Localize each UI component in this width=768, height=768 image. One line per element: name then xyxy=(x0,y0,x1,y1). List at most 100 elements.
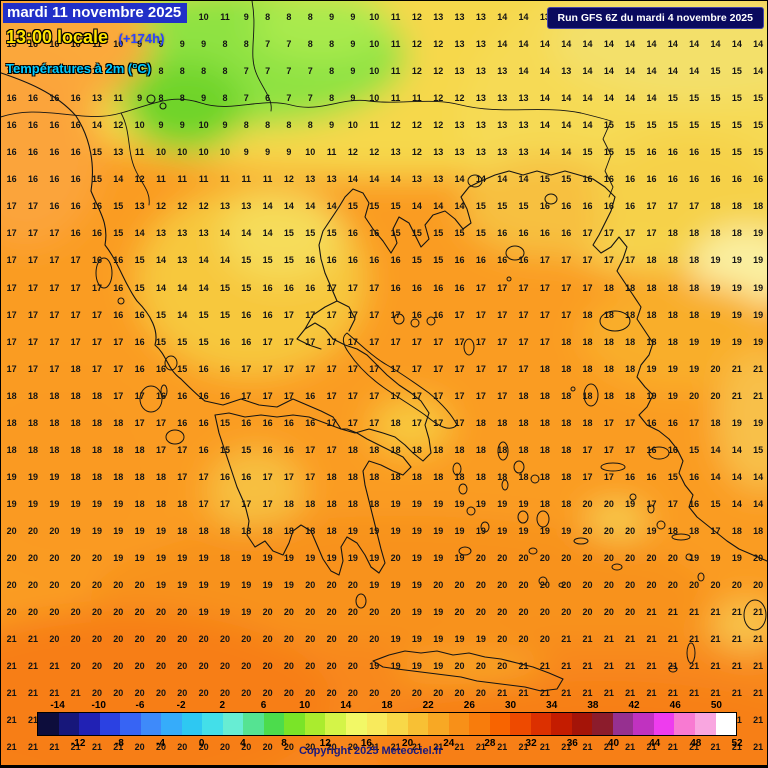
temp-value: 12 xyxy=(347,147,358,158)
temp-value: 17 xyxy=(369,417,380,428)
temp-grid-row: 17 17 17 17 17 16 15 14 14 14 15 15 16 16 16 17 17 17 16 16… xyxy=(1,282,767,294)
temp-value: 12 xyxy=(411,147,422,158)
temp-value: 18 xyxy=(91,444,102,455)
temp-value: 17 xyxy=(369,309,380,320)
temp-value: 19 xyxy=(433,553,444,563)
temp-value: 21 xyxy=(27,661,38,672)
temp-value: 20 xyxy=(710,363,721,374)
temp-value: 20 xyxy=(539,634,550,645)
temp-value: 18 xyxy=(667,228,678,239)
temp-value: 17 xyxy=(283,309,294,320)
temp-value: 14 xyxy=(753,498,764,509)
temp-value: 15 xyxy=(113,201,124,212)
temp-value: 15 xyxy=(219,444,230,455)
temp-value: 16 xyxy=(177,390,188,401)
temp-value: 20 xyxy=(198,661,209,672)
temp-value: 17 xyxy=(305,336,316,347)
colorbar-cell xyxy=(674,713,695,735)
temp-value: 16 xyxy=(390,255,401,266)
temp-value: 14 xyxy=(219,255,230,266)
temp-value: 19 xyxy=(155,553,166,563)
temp-value: 15 xyxy=(475,228,486,239)
temp-value: 16 xyxy=(582,174,593,185)
temp-value: 20 xyxy=(753,580,764,591)
temp-value: 21 xyxy=(731,742,742,753)
colorbar-cell xyxy=(695,713,716,735)
temp-value: 19 xyxy=(198,607,209,618)
temp-value: 17 xyxy=(603,471,614,482)
temp-value: 21 xyxy=(49,661,60,672)
temp-value: 18 xyxy=(369,471,380,482)
temp-value: 20 xyxy=(49,607,60,618)
temp-value: 19 xyxy=(411,580,422,591)
temp-value: 17 xyxy=(134,417,145,428)
temp-value: 12 xyxy=(91,66,102,77)
temp-value: 19 xyxy=(70,525,81,536)
temp-value: 21 xyxy=(518,742,529,753)
temp-value: 17 xyxy=(326,336,337,347)
temp-value: 20 xyxy=(70,553,81,563)
temp-value: 14 xyxy=(603,66,614,77)
temp-value: 20 xyxy=(689,580,700,591)
temp-value: 19 xyxy=(753,336,764,347)
temp-value: 16 xyxy=(475,255,486,266)
temp-value: 19 xyxy=(497,498,508,509)
temp-value: 15 xyxy=(219,282,230,293)
colorbar-cell xyxy=(222,713,244,735)
temp-value: 20 xyxy=(134,580,145,591)
temp-value: 8 xyxy=(243,120,249,131)
temp-value: 14 xyxy=(731,444,742,455)
temp-value: 20 xyxy=(326,661,337,672)
colorbar-cell xyxy=(120,713,141,735)
temp-value: 20 xyxy=(369,634,380,645)
temp-value: 18 xyxy=(539,444,550,455)
temp-value: 8 xyxy=(179,66,185,77)
temp-value: 18 xyxy=(433,444,444,455)
temp-value: 20 xyxy=(219,634,230,645)
temp-value: 8 xyxy=(222,66,228,77)
temp-value: 20 xyxy=(603,580,614,591)
temp-value: 19 xyxy=(113,498,124,509)
temp-value: 9 xyxy=(350,93,356,104)
temp-value: 19 xyxy=(262,580,273,591)
temp-value: 17 xyxy=(433,417,444,428)
temp-value: 17 xyxy=(262,363,273,374)
temp-grid-row: 16 16 16 16 15 13 11 10 10 10 10 9 9 9 10 11 12 12 13 12 13 1… xyxy=(1,146,767,158)
temp-value: 17 xyxy=(326,282,337,293)
temp-value: 20 xyxy=(219,661,230,672)
temp-value: 17 xyxy=(113,390,124,401)
temp-value: 16 xyxy=(113,282,124,293)
temp-value: 21 xyxy=(390,742,401,753)
temp-value: 14 xyxy=(731,39,742,50)
temp-value: 20 xyxy=(582,498,593,509)
temp-value: 10 xyxy=(155,147,166,158)
temp-value: 14 xyxy=(134,228,145,239)
colorbar-cell xyxy=(202,713,223,735)
temp-value: 19 xyxy=(539,525,550,536)
temp-value: 18 xyxy=(326,498,337,509)
temp-value: 20 xyxy=(433,580,444,591)
temp-value: 11 xyxy=(390,12,401,22)
temp-value: 17 xyxy=(347,336,358,347)
temp-value: 19 xyxy=(326,553,337,563)
temp-value: 15 xyxy=(689,93,700,104)
temp-value: 18 xyxy=(497,471,508,482)
temp-value: 20 xyxy=(91,688,102,699)
temp-value: 16 xyxy=(625,201,636,212)
temp-value: 14 xyxy=(667,39,678,50)
temp-value: 18 xyxy=(646,336,657,347)
temp-value: 20 xyxy=(177,634,188,645)
temp-value: 8 xyxy=(307,120,313,131)
temp-value: 14 xyxy=(262,228,273,239)
temp-value: 17 xyxy=(241,498,252,509)
temp-value: 11 xyxy=(156,174,166,185)
temp-value: 15 xyxy=(710,120,721,131)
temp-grid-row: 15 16 16 16 12 10 9 8 8 8 8 7 7 7 7 8 9 10 11 12 12 13 13 13 14 1… xyxy=(1,65,767,77)
temp-value: 21 xyxy=(753,715,764,726)
temp-value: 20 xyxy=(305,688,316,699)
temp-value: 18 xyxy=(710,417,721,428)
temp-value: 15 xyxy=(603,147,614,158)
temp-value: 14 xyxy=(390,174,401,185)
